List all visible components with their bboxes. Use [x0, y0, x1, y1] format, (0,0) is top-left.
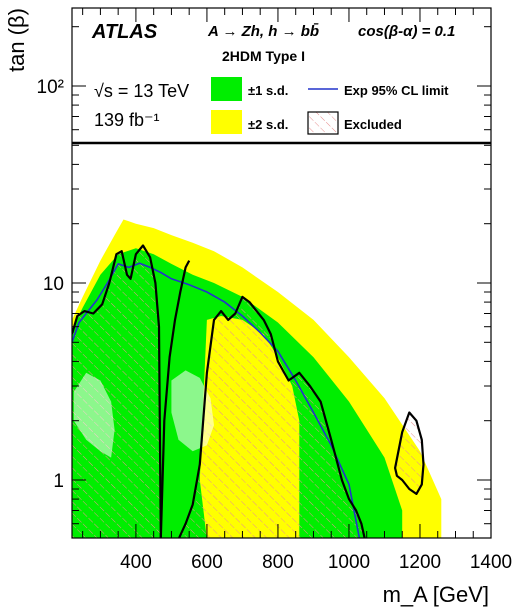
legend-swatch-sigma2: [211, 110, 242, 134]
y-axis-title: tan (β): [4, 8, 29, 72]
x-tick-label: 400: [120, 552, 152, 573]
x-tick-label: 1200: [399, 552, 441, 573]
observed-limit-segment-2: [159, 260, 191, 538]
legend-label-sigma1: ±1 s.d.: [248, 83, 288, 98]
expected-limit-line: [72, 262, 361, 538]
process-label: A → Zh, h → bb̄: [207, 22, 319, 40]
x-tick-label: 800: [262, 552, 294, 573]
x-axis-title: m_A [GeV]: [383, 582, 489, 607]
x-tick-label: 600: [191, 552, 223, 573]
energy-label: √s = 13 TeV: [94, 81, 189, 101]
excluded-region-mid-mass: [179, 296, 365, 538]
x-tick-label: 1400: [470, 552, 512, 573]
plot-border: [71, 7, 492, 539]
unconstrained-pocket-low: [73, 372, 115, 458]
parameter-label: cos(β-α) = 0.1: [358, 23, 455, 40]
observed-limit-segment-3: [177, 295, 366, 538]
legend-label-sigma2: ±2 s.d.: [248, 117, 288, 132]
y-tick-label: 10: [43, 274, 64, 295]
observed-limit-segment-4: [394, 411, 425, 495]
legend-label-excluded: Excluded: [344, 117, 402, 132]
legend-swatch-excluded: [307, 111, 339, 135]
legend-label-expected: Exp 95% CL limit: [344, 83, 449, 98]
legend-swatch-sigma1: [211, 77, 242, 101]
x-tick-label: 1000: [328, 552, 370, 573]
model-label: 2HDM Type I: [222, 48, 305, 64]
lumi-label: 139 fb⁻¹: [94, 110, 160, 130]
y-tick-label: 10²: [37, 77, 64, 98]
observed-limit-segment-1: [72, 244, 162, 538]
atlas-label: ATLAS: [91, 21, 158, 43]
excluded-region-low-mass: [72, 245, 161, 538]
y-tick-label: 1: [53, 471, 64, 492]
